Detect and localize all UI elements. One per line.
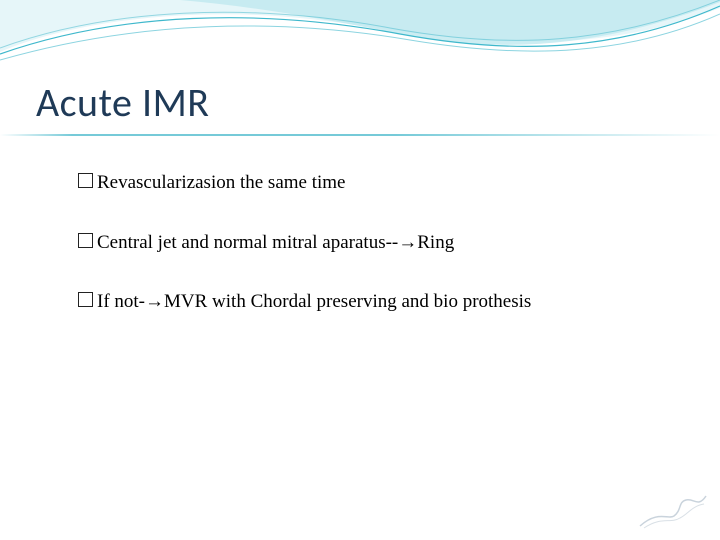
wave-fill-back: [0, 0, 720, 52]
square-bullet-icon: [78, 292, 93, 307]
wave-fill-front: [180, 0, 720, 45]
bullet-text: If not-→MVR with Chordal preserving and …: [97, 289, 531, 315]
bullet-item: If not-→MVR with Chordal preserving and …: [78, 289, 678, 315]
corner-flourish-icon: [638, 490, 708, 530]
bullet-list: Revascularizasion the same time Central …: [78, 170, 678, 349]
header-wave-decoration: [0, 0, 720, 80]
bullet-item: Revascularizasion the same time: [78, 170, 678, 196]
bullet-text: Revascularizasion the same time: [97, 170, 346, 196]
slide-title: Acute IMR: [36, 78, 209, 127]
bullet-text: Central jet and normal mitral aparatus--…: [97, 230, 454, 256]
wave-line-3: [0, 0, 720, 48]
bullet-item: Central jet and normal mitral aparatus--…: [78, 230, 678, 256]
square-bullet-icon: [78, 173, 93, 188]
wave-line-2: [0, 14, 720, 60]
wave-line-1: [0, 6, 720, 54]
title-underline: [0, 134, 720, 136]
square-bullet-icon: [78, 233, 93, 248]
